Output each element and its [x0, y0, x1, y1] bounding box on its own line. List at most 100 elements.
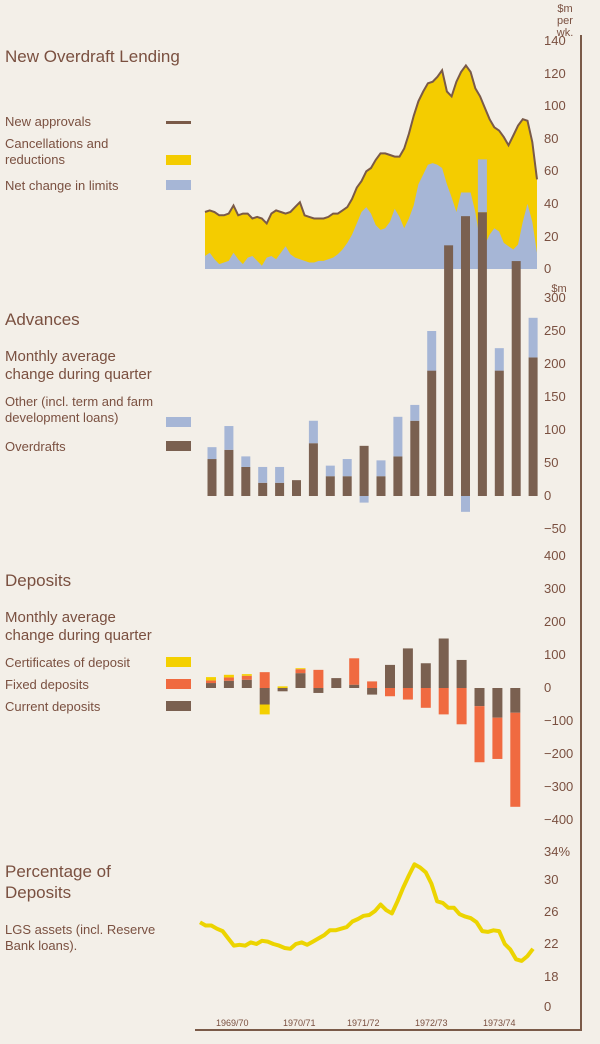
y-tick-label: 30 [544, 872, 559, 887]
lgs-assets-line [199, 862, 535, 963]
deposits-fixed-bar [420, 688, 431, 708]
overdraft-unit: $m per wk. [556, 3, 574, 39]
deposits-current-bar [295, 673, 306, 688]
legend-net-change: Net change in limits [5, 178, 119, 193]
advances-other-bar [224, 426, 234, 450]
advances-subtitle: Monthly average change during quarter [5, 348, 152, 383]
advances-overdrafts-bar [275, 482, 285, 496]
deposits-current-bar [259, 688, 270, 705]
legend-swatch-approvals [166, 121, 191, 124]
legend-swatch-overdrafts [166, 441, 191, 451]
deposits-current-bar [420, 663, 431, 688]
legend-swatch-cancellations [166, 155, 191, 165]
deposits-fixed-bar [349, 658, 360, 685]
deposits-current-bar [241, 679, 252, 688]
advances-overdrafts-bar [477, 212, 487, 496]
deposits-current-bar [456, 659, 467, 688]
advances-overdrafts-bar [207, 459, 217, 496]
advances-other-bar [308, 420, 318, 444]
y-tick-label: −100 [544, 713, 574, 728]
deposits-fixed-bar [438, 688, 449, 715]
advances-overdrafts-bar [308, 443, 318, 496]
deposits-fixed-bar [492, 717, 503, 759]
advances-other-bar [241, 456, 251, 467]
y-tick-label: 0 [544, 680, 552, 695]
x-label-1969-70: 1969/70 [216, 1018, 249, 1028]
y-tick-label: 200 [544, 356, 566, 371]
deposits-cds-bar [241, 674, 252, 676]
deposits-current-bar [510, 688, 521, 713]
x-label-1970-71: 1970/71 [283, 1018, 316, 1028]
advances-overdrafts-bar [410, 420, 420, 496]
deposits-fixed-bar [241, 675, 252, 680]
deposits-current-bar [402, 648, 413, 688]
advances-overdrafts-bar [511, 261, 521, 496]
y-tick-label: 80 [544, 130, 559, 146]
deposits-fixed-bar [510, 712, 521, 807]
percentage-title: Percentage of Deposits [5, 862, 111, 902]
advances-other-bar [342, 459, 352, 477]
y-tick-label: 100 [544, 647, 566, 662]
deposits-current-bar [367, 688, 378, 695]
deposits-fixed-bar [474, 706, 485, 763]
deposits-current-bar [385, 664, 395, 688]
advances-overdrafts-bar [224, 449, 234, 496]
deposits-current-bar [438, 638, 449, 688]
y-tick-label: 22 [544, 936, 559, 951]
advances-other-bar [275, 466, 285, 483]
y-tick-label: 18 [544, 969, 559, 984]
advances-overdrafts-bar [528, 357, 538, 496]
deposits-fixed-bar [259, 672, 270, 688]
y-tick-label: 20 [544, 228, 559, 244]
deposits-cds-bar [223, 674, 234, 678]
deposits-fixed-bar [223, 677, 234, 681]
advances-other-bar [477, 159, 487, 213]
deposits-fixed-bar [295, 669, 306, 674]
legend-new-approvals: New approvals [5, 114, 91, 129]
y-tick-label: −200 [544, 746, 574, 761]
legend-current: Current deposits [5, 699, 101, 714]
deposits-fixed-bar [385, 688, 395, 697]
advances-overdrafts-bar [325, 476, 335, 496]
advances-unit: $m [551, 283, 567, 295]
y-tick-label: 250 [544, 323, 566, 338]
y-tick-label: 60 [544, 163, 559, 179]
x-label-1972-73: 1972/73 [415, 1018, 448, 1028]
y-tick-label: 34% [544, 844, 571, 859]
deposits-subtitle: Monthly average change during quarter [5, 609, 152, 644]
legend-other: Other (incl. term and farm development l… [5, 394, 154, 425]
y-tick-label: 400 [544, 548, 566, 563]
advances-other-bar [393, 416, 403, 457]
deposits-cds-bar [295, 668, 306, 670]
legend-fixed: Fixed deposits [5, 677, 89, 692]
deposits-fixed-bar [206, 680, 216, 684]
deposits-current-bar [474, 688, 485, 707]
advances-other-bar [444, 221, 454, 246]
legend-cancellations: Cancellations and reductions [5, 136, 109, 167]
deposits-current-bar [313, 688, 324, 693]
advances-overdrafts-bar [258, 482, 268, 496]
advances-overdrafts-bar [461, 216, 470, 496]
deposits-fixed-bar [402, 688, 413, 700]
legend-swatch-net [166, 180, 191, 190]
new-approvals-line [204, 63, 538, 226]
advances-other-bar [511, 251, 521, 262]
deposits-current-bar [331, 678, 342, 688]
deposits-title: Deposits [5, 571, 72, 590]
legend-swatch-other [166, 417, 191, 427]
advances-overdrafts-bar [342, 476, 352, 496]
y-tick-label: 200 [544, 614, 566, 629]
advances-other-bar [325, 465, 335, 477]
y-tick-label: 0 [544, 488, 552, 503]
advances-other-bar [427, 331, 437, 371]
deposits-fixed-bar [456, 688, 467, 725]
net-change-area [205, 163, 537, 269]
deposits-current-bar [492, 688, 503, 718]
y-tick-label: 300 [544, 581, 566, 596]
deposits-fixed-bar [367, 681, 378, 688]
advances-other-bar [494, 348, 504, 371]
legend-cds: Certificates of deposit [5, 655, 131, 670]
deposits-cds-bar [259, 704, 270, 715]
y-tick-label: −300 [544, 779, 574, 794]
legend-overdrafts: Overdrafts [5, 439, 66, 454]
